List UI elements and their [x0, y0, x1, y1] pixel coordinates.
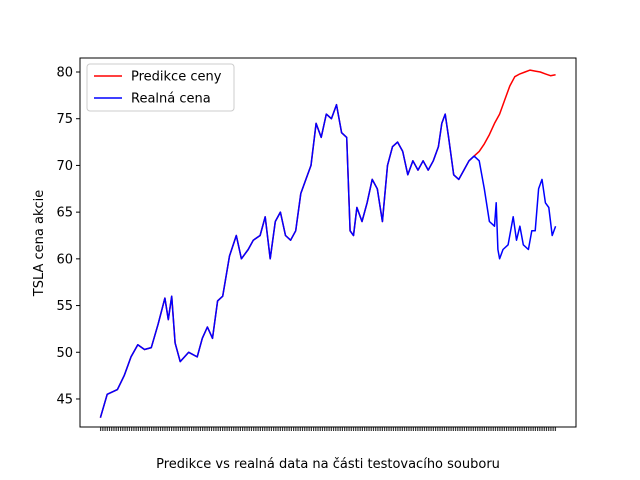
legend-box — [86, 63, 235, 112]
y-tick-label: 75 — [56, 112, 73, 127]
legend-label-predikce: Predikce ceny — [131, 70, 222, 85]
x-axis — [99, 427, 557, 431]
y-tick-label: 60 — [56, 252, 73, 267]
y-tick-label: 50 — [56, 346, 73, 361]
series-line-1 — [99, 103, 557, 418]
x-axis-label: Predikce vs realná data na části testova… — [156, 457, 500, 472]
series-group — [99, 69, 557, 418]
y-tick-label: 80 — [56, 66, 73, 81]
legend-label-realna: Realná cena — [131, 92, 211, 107]
y-tick-label: 70 — [56, 159, 73, 174]
y-axis: 45 50 55 60 65 70 75 80 — [56, 66, 80, 407]
legend: Predikce ceny Realná cena — [86, 63, 235, 112]
y-axis-label: TSLA cena akcie — [32, 190, 47, 298]
y-tick-label: 65 — [56, 206, 73, 221]
y-tick-label: 55 — [56, 299, 73, 314]
y-tick-label: 45 — [56, 392, 73, 407]
